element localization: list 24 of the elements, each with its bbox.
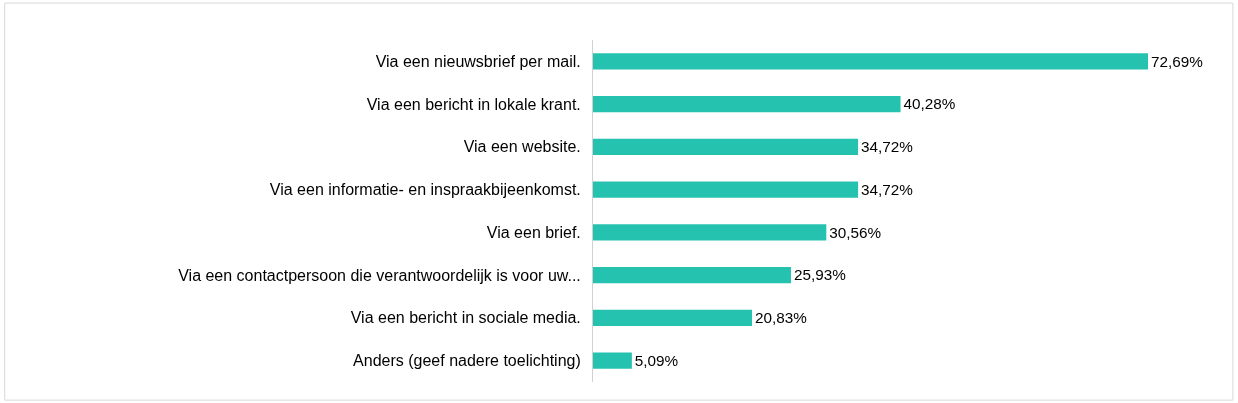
data-label: 30,56% (829, 223, 882, 241)
bar (593, 309, 753, 326)
y-tick-label: Via een website. (463, 138, 581, 156)
data-label: 34,72% (861, 138, 914, 156)
data-label: 40,28% (903, 95, 956, 113)
y-tick-label: Anders (geef nadere toelichting) (353, 352, 581, 370)
bar (593, 96, 901, 113)
y-tick-label: Via een informatie- en inspraakbijeenkomst. (269, 181, 581, 199)
y-tick-label: Via een bericht in sociale media. (350, 309, 581, 327)
y-tick-label: Via een contactpersoon die verantwoordelijk is voor uw... (178, 266, 581, 284)
y-tick-label: Via een brief. (486, 223, 581, 241)
data-label: 20,83% (755, 309, 808, 327)
data-label: 34,72% (861, 180, 914, 198)
data-label: 5,09% (634, 351, 679, 369)
data-label: 72,69% (1151, 52, 1204, 70)
y-tick-label: Via een bericht in lokale krant. (366, 95, 581, 113)
y-tick-label: Via een nieuwsbrief per mail. (375, 52, 581, 70)
bar (593, 53, 1148, 70)
bar (593, 267, 791, 284)
bar (593, 181, 859, 198)
data-label: 25,93% (794, 266, 847, 284)
bar (593, 352, 632, 369)
bar (593, 224, 827, 241)
bar (593, 138, 859, 155)
